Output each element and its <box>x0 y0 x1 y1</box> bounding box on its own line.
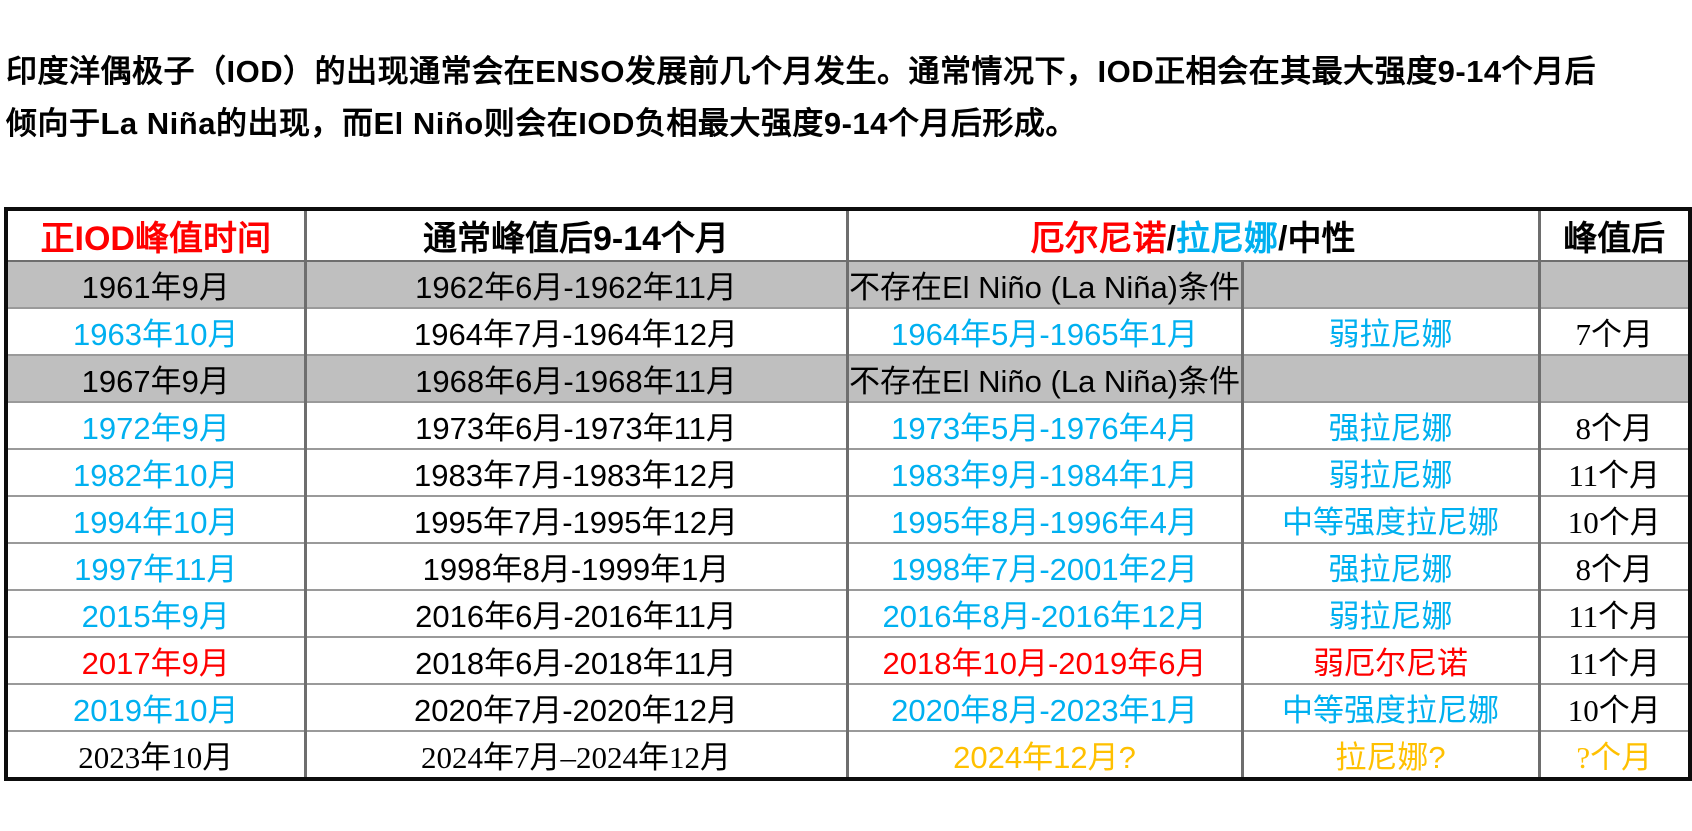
cell-enso-period: 1995年8月-1996年4月 <box>845 495 1242 543</box>
cell-enso-strength: 弱拉尼娜 <box>1240 589 1539 637</box>
table-row: 1963年10月 1964年7月-1964年12月 1964年5月-1965年1… <box>4 307 1690 355</box>
cell-enso-strength <box>1240 260 1539 308</box>
cell-iod-peak: 1982年10月 <box>4 448 305 496</box>
cell-iod-peak: 1997年11月 <box>4 542 305 590</box>
cell-enso-period: 2018年10月-2019年6月 <box>845 636 1242 684</box>
cell-enso-strength: 强拉尼娜 <box>1240 542 1539 590</box>
cell-enso-period: 1998年7月-2001年2月 <box>845 542 1242 590</box>
header-neutral: 中性 <box>1287 220 1356 258</box>
cell-enso-strength: 弱拉尼娜 <box>1240 307 1539 355</box>
intro-paragraph: 印度洋偶极子（IOD）的出现通常会在ENSO发展前几个月发生。通常情况下，IOD… <box>6 46 1686 150</box>
cell-enso-period: 2016年8月-2016年12月 <box>845 589 1242 637</box>
header-window: 通常峰值后9-14个月 <box>303 209 847 262</box>
cell-iod-peak: 2023年10月 <box>4 730 305 779</box>
table-row: 1982年10月 1983年7月-1983年12月 1983年9月-1984年1… <box>4 448 1690 496</box>
cell-window: 2018年6月-2018年11月 <box>303 636 847 684</box>
table-row: 1994年10月 1995年7月-1995年12月 1995年8月-1996年4… <box>4 495 1690 543</box>
cell-iod-peak: 2017年9月 <box>4 636 305 684</box>
header-enso: 厄尔尼诺/拉尼娜/中性 <box>845 209 1539 262</box>
iod-enso-table: 正IOD峰值时间 通常峰值后9-14个月 厄尔尼诺/拉尼娜/中性 峰值后 196… <box>4 207 1692 781</box>
header-after-peak: 峰值后 <box>1537 209 1690 262</box>
table-row: 2023年10月 2024年7月–2024年12月 2024年12月? 拉尼娜?… <box>4 730 1690 779</box>
cell-window: 1995年7月-1995年12月 <box>303 495 847 543</box>
cell-window: 2016年6月-2016年11月 <box>303 589 847 637</box>
cell-window: 1983年7月-1983年12月 <box>303 448 847 496</box>
cell-months-after <box>1537 354 1690 402</box>
cell-enso-period: 1964年5月-1965年1月 <box>845 307 1242 355</box>
cell-enso-strength: 拉尼娜? <box>1240 730 1539 779</box>
cell-enso-strength: 弱厄尔尼诺 <box>1240 636 1539 684</box>
intro-line-1: 印度洋偶极子（IOD）的出现通常会在ENSO发展前几个月发生。通常情况下，IOD… <box>6 54 1597 89</box>
cell-enso-strength: 中等强度拉尼娜 <box>1240 495 1539 543</box>
cell-months-after <box>1537 260 1690 308</box>
cell-enso-period: 2020年8月-2023年1月 <box>845 683 1242 731</box>
cell-months-after: 10个月 <box>1537 495 1690 543</box>
header-row: 正IOD峰值时间 通常峰值后9-14个月 厄尔尼诺/拉尼娜/中性 峰值后 <box>4 209 1690 262</box>
cell-iod-peak: 1961年9月 <box>4 260 305 308</box>
cell-months-after: 11个月 <box>1537 589 1690 637</box>
cell-window: 1973年6月-1973年11月 <box>303 401 847 449</box>
cell-enso-strength: 中等强度拉尼娜 <box>1240 683 1539 731</box>
cell-months-after: 7个月 <box>1537 307 1690 355</box>
cell-enso-strength: 弱拉尼娜 <box>1240 448 1539 496</box>
cell-window: 1962年6月-1962年11月 <box>303 260 847 308</box>
cell-enso-strength <box>1240 354 1539 402</box>
cell-iod-peak: 2015年9月 <box>4 589 305 637</box>
cell-months-after: 10个月 <box>1537 683 1690 731</box>
header-el-nino: 厄尔尼诺 <box>1030 220 1167 258</box>
cell-enso-period: 1983年9月-1984年1月 <box>845 448 1242 496</box>
cell-months-after: 11个月 <box>1537 636 1690 684</box>
table-row: 2017年9月 2018年6月-2018年11月 2018年10月-2019年6… <box>4 636 1690 684</box>
cell-enso-period: 不存在El Niño (La Niña)条件 <box>845 260 1242 308</box>
table-row: 1961年9月 1962年6月-1962年11月 不存在El Niño (La … <box>4 260 1690 308</box>
cell-months-after: ?个月 <box>1537 730 1690 779</box>
header-iod-peak: 正IOD峰值时间 <box>4 209 305 262</box>
cell-window: 1998年8月-1999年1月 <box>303 542 847 590</box>
cell-iod-peak: 1972年9月 <box>4 401 305 449</box>
cell-iod-peak: 2019年10月 <box>4 683 305 731</box>
table-row: 1967年9月 1968年6月-1968年11月 不存在El Niño (La … <box>4 354 1690 402</box>
cell-enso-period: 2024年12月? <box>845 730 1242 779</box>
table-row: 1972年9月 1973年6月-1973年11月 1973年5月-1976年4月… <box>4 401 1690 449</box>
cell-months-after: 8个月 <box>1537 542 1690 590</box>
cell-window: 2024年7月–2024年12月 <box>303 730 847 779</box>
cell-months-after: 8个月 <box>1537 401 1690 449</box>
cell-enso-period: 1973年5月-1976年4月 <box>845 401 1242 449</box>
cell-window: 1968年6月-1968年11月 <box>303 354 847 402</box>
cell-iod-peak: 1967年9月 <box>4 354 305 402</box>
cell-enso-period: 不存在El Niño (La Niña)条件 <box>845 354 1242 402</box>
cell-iod-peak: 1963年10月 <box>4 307 305 355</box>
table-row: 1997年11月 1998年8月-1999年1月 1998年7月-2001年2月… <box>4 542 1690 590</box>
intro-line-2: 倾向于La Niña的出现，而El Niño则会在IOD负相最大强度9-14个月… <box>6 106 1077 141</box>
table-row: 2019年10月 2020年7月-2020年12月 2020年8月-2023年1… <box>4 683 1690 731</box>
cell-months-after: 11个月 <box>1537 448 1690 496</box>
cell-window: 2020年7月-2020年12月 <box>303 683 847 731</box>
cell-enso-strength: 强拉尼娜 <box>1240 401 1539 449</box>
table-row: 2015年9月 2016年6月-2016年11月 2016年8月-2016年12… <box>4 589 1690 637</box>
header-la-nina: 拉尼娜 <box>1176 220 1278 258</box>
cell-window: 1964年7月-1964年12月 <box>303 307 847 355</box>
cell-iod-peak: 1994年10月 <box>4 495 305 543</box>
